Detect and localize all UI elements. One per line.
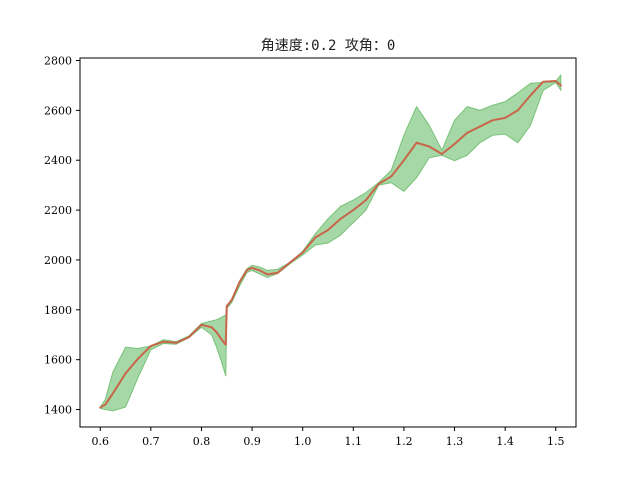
y-tick-label: 2200 — [44, 204, 72, 217]
plot-area — [99, 74, 562, 412]
x-tick-label: 0.7 — [142, 435, 160, 448]
chart-title: 角速度:0.2 攻角：0 — [261, 38, 396, 54]
y-tick-label: 1600 — [44, 354, 72, 367]
y-tick-label: 2400 — [44, 154, 72, 167]
axes-frame — [79, 57, 577, 428]
x-tick-label: 0.8 — [193, 435, 211, 448]
y-tick-label: 2000 — [44, 254, 72, 267]
y-tick-label: 1800 — [44, 304, 72, 317]
x-tick-label: 0.9 — [243, 435, 261, 448]
x-tick-label: 1.5 — [547, 435, 565, 448]
y-tick-label: 2800 — [44, 54, 72, 67]
x-tick-label: 1.1 — [345, 435, 363, 448]
x-tick-label: 1.2 — [395, 435, 413, 448]
x-tick-label: 0.6 — [91, 435, 109, 448]
x-tick-label: 1.4 — [496, 435, 514, 448]
x-tick-label: 1.0 — [294, 435, 312, 448]
mean-line — [99, 79, 562, 409]
y-axis: 1400 1600 1800 2000 2200 2400 2600 2800 — [44, 54, 80, 417]
y-tick-label: 2600 — [44, 104, 72, 117]
y-tick-label: 1400 — [44, 404, 72, 417]
x-tick-label: 1.3 — [446, 435, 464, 448]
x-axis: 0.6 0.7 0.8 0.9 1.0 1.1 1.2 1.3 1.4 1.5 — [91, 427, 565, 448]
